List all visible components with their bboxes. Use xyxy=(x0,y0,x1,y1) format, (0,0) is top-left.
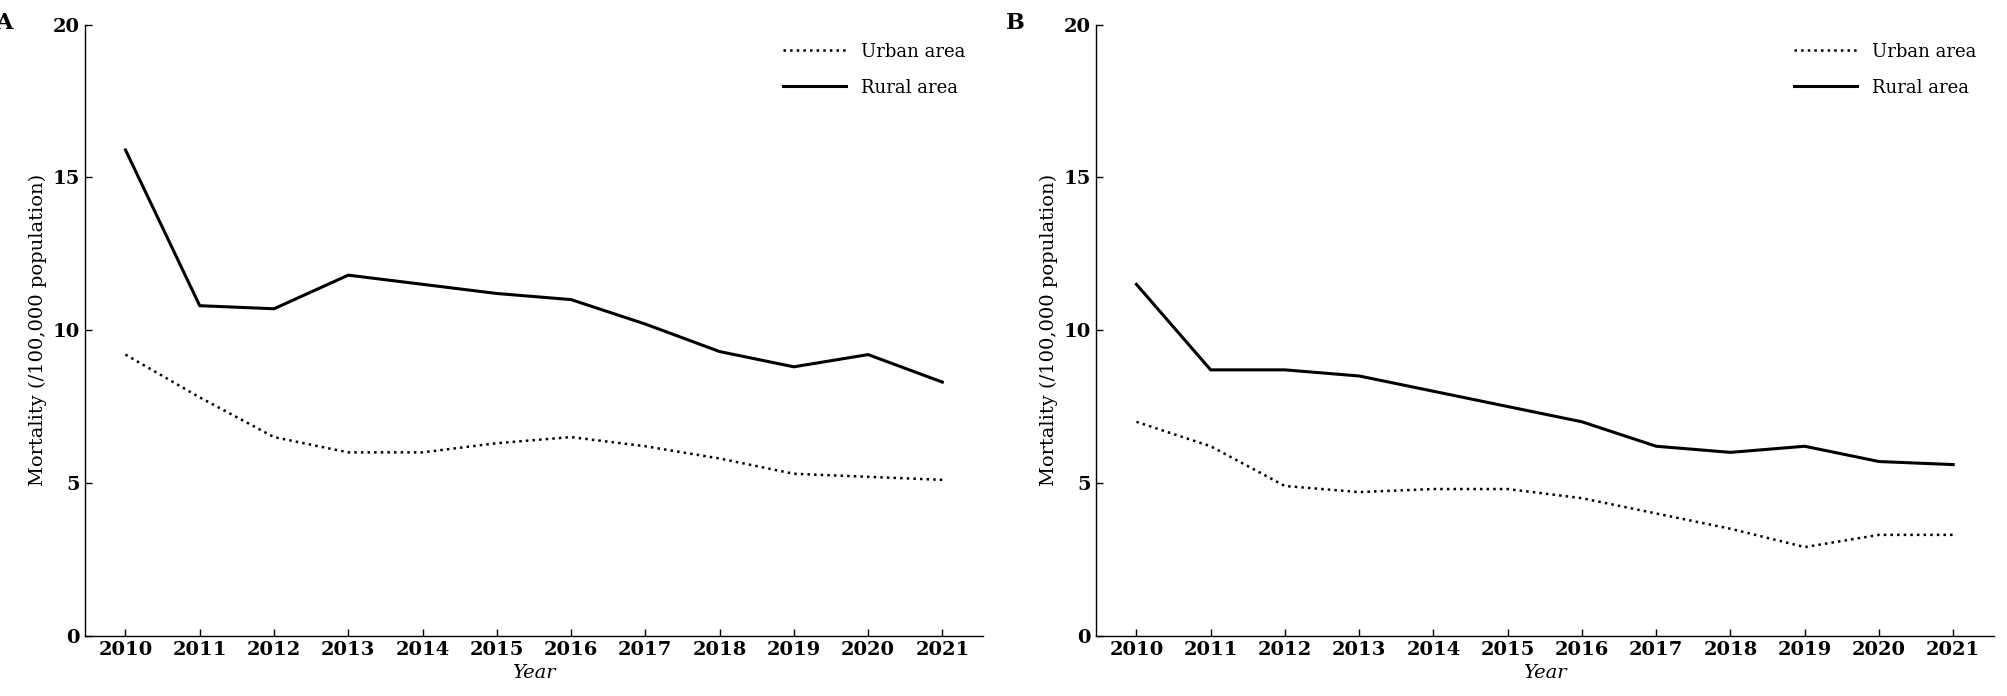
Urban area xyxy=(781,470,805,478)
Urban area xyxy=(187,393,211,402)
Rural area xyxy=(1867,457,1891,466)
Rural area xyxy=(335,271,359,279)
Line: Rural area: Rural area xyxy=(1136,285,1953,465)
Rural area xyxy=(1347,372,1371,380)
Urban area xyxy=(1124,418,1148,426)
Urban area xyxy=(261,433,285,441)
Rural area xyxy=(112,145,136,154)
Rural area xyxy=(1941,461,1965,469)
Line: Rural area: Rural area xyxy=(124,150,941,382)
Rural area xyxy=(1421,387,1445,395)
Urban area xyxy=(1421,485,1445,493)
Legend: Urban area, Rural area: Urban area, Rural area xyxy=(773,33,973,106)
Urban area xyxy=(632,442,656,450)
Line: Urban area: Urban area xyxy=(124,354,941,480)
Urban area xyxy=(1272,482,1297,490)
Text: B: B xyxy=(1006,13,1024,34)
X-axis label: Year: Year xyxy=(1521,664,1565,682)
Rural area xyxy=(484,290,508,298)
Urban area xyxy=(558,433,582,441)
Rural area xyxy=(855,350,879,358)
Urban area xyxy=(706,454,731,463)
Urban area xyxy=(1941,530,1965,539)
Rural area xyxy=(1569,418,1594,426)
Urban area xyxy=(1644,509,1668,518)
Y-axis label: Mortality (/100,000 population): Mortality (/100,000 population) xyxy=(1040,174,1058,487)
Rural area xyxy=(1124,280,1148,289)
Rural area xyxy=(1495,402,1519,411)
Urban area xyxy=(929,475,953,484)
Text: A: A xyxy=(0,13,12,34)
Rural area xyxy=(261,305,285,313)
Rural area xyxy=(1718,448,1742,457)
X-axis label: Year: Year xyxy=(512,664,556,682)
Rural area xyxy=(1644,442,1668,450)
Urban area xyxy=(1718,525,1742,533)
Legend: Urban area, Rural area: Urban area, Rural area xyxy=(1784,33,1985,106)
Urban area xyxy=(1569,494,1594,503)
Rural area xyxy=(929,378,953,386)
Rural area xyxy=(781,363,805,371)
Rural area xyxy=(558,295,582,303)
Urban area xyxy=(1495,485,1519,493)
Rural area xyxy=(187,301,211,310)
Rural area xyxy=(1272,365,1297,374)
Urban area xyxy=(1347,488,1371,496)
Urban area xyxy=(1792,543,1816,551)
Rural area xyxy=(706,347,731,356)
Urban area xyxy=(1867,530,1891,539)
Rural area xyxy=(632,320,656,329)
Urban area xyxy=(1198,442,1222,450)
Urban area xyxy=(484,439,508,448)
Urban area xyxy=(335,448,359,457)
Y-axis label: Mortality (/100,000 population): Mortality (/100,000 population) xyxy=(28,174,46,487)
Rural area xyxy=(1792,442,1816,450)
Urban area xyxy=(855,473,879,481)
Rural area xyxy=(409,280,434,289)
Urban area xyxy=(112,350,136,358)
Urban area xyxy=(409,448,434,457)
Rural area xyxy=(1198,365,1222,374)
Line: Urban area: Urban area xyxy=(1136,422,1953,547)
